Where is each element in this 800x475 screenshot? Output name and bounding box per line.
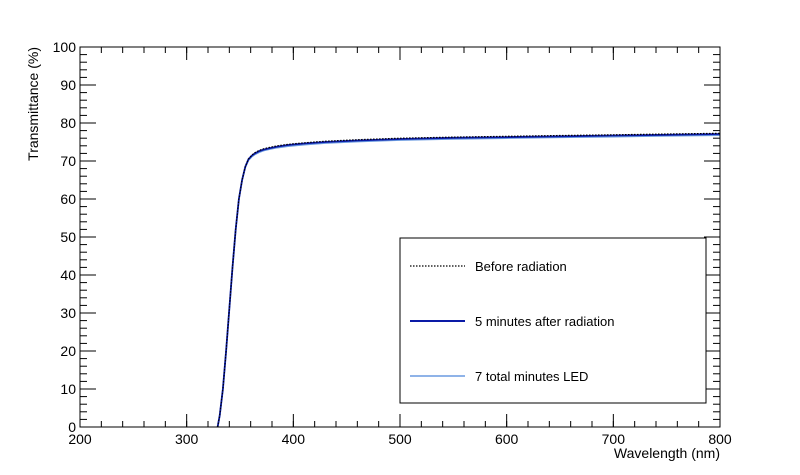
y-axis-title: Transmittance (%) [25,47,41,161]
y-tick-label: 20 [60,343,76,359]
x-axis-title: Wavelength (nm) [614,445,720,461]
legend-label-7-total-minutes-led: 7 total minutes LED [475,369,588,384]
y-tick-label: 80 [60,115,76,131]
y-tick-label: 40 [60,267,76,283]
x-tick-labels: 200 300 400 500 600 700 800 [68,431,732,447]
x-tick-label: 300 [175,431,199,447]
legend-label-5-minutes-after: 5 minutes after radiation [475,314,614,329]
x-tick-label: 700 [602,431,626,447]
y-tick-label: 30 [60,305,76,321]
legend: Before radiation 5 minutes after radiati… [399,237,707,404]
x-tick-label: 500 [388,431,412,447]
y-tick-label: 60 [60,191,76,207]
x-tick-label: 400 [282,431,306,447]
y-tick-label: 70 [60,153,76,169]
plot-frame [79,46,721,428]
series-before-radiation [217,132,721,428]
y-tick-labels: 0 10 20 30 40 50 60 70 80 90 100 [53,39,77,435]
y-tick-label: 0 [68,419,76,435]
y-tick-label: 50 [60,229,76,245]
x-tick-label: 200 [68,431,92,447]
y-tick-label: 100 [53,39,77,55]
series-layer [216,132,721,428]
minor-ticks [79,46,721,428]
x-tick-label: 800 [708,431,732,447]
y-tick-label: 10 [60,381,76,397]
y-tick-label: 90 [60,77,76,93]
legend-label-before-radiation: Before radiation [475,259,567,274]
x-tick-label: 600 [495,431,519,447]
